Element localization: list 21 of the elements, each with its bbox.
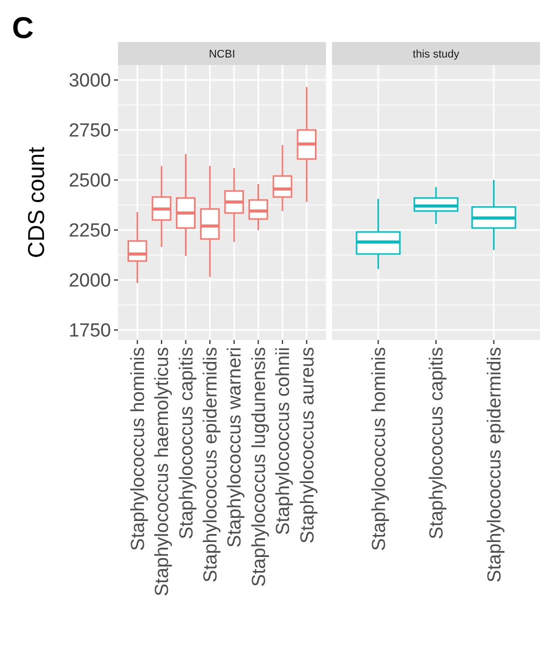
x-tick-label: Staphylococcus capitis: [426, 347, 448, 540]
y-tick-label: 2250: [68, 220, 111, 242]
x-tick-label: Staphylococcus warneri: [224, 347, 246, 548]
y-tick-label: 3000: [68, 70, 111, 92]
x-tick-label: Staphylococcus capitis: [176, 347, 198, 540]
y-tick-label: 2500: [68, 170, 111, 192]
chart-title: this study: [412, 48, 460, 60]
y-tick-label: 1750: [68, 320, 111, 342]
y-tick-label: 2000: [68, 270, 111, 292]
x-tick-label: Staphylococcus epidermidis: [200, 347, 222, 583]
y-axis-title: CDS count: [23, 146, 49, 258]
chart-title: NCBI: [208, 48, 236, 60]
y-tick-label: 2750: [68, 120, 111, 142]
x-tick-label: Staphylococcus hominis: [368, 347, 390, 551]
x-tick-label: Staphylococcus haemolyticus: [152, 347, 174, 596]
x-tick-label: Staphylococcus aureus: [297, 347, 318, 544]
x-tick-label: Staphylococcus hominis: [128, 347, 149, 551]
x-tick-label: Staphylococcus lugdunensis: [248, 347, 270, 587]
x-tick-label: Staphylococcus epidermidis: [484, 347, 506, 583]
x-tick-label: Staphylococcus cohnii: [273, 347, 294, 535]
text: C: [12, 12, 34, 45]
